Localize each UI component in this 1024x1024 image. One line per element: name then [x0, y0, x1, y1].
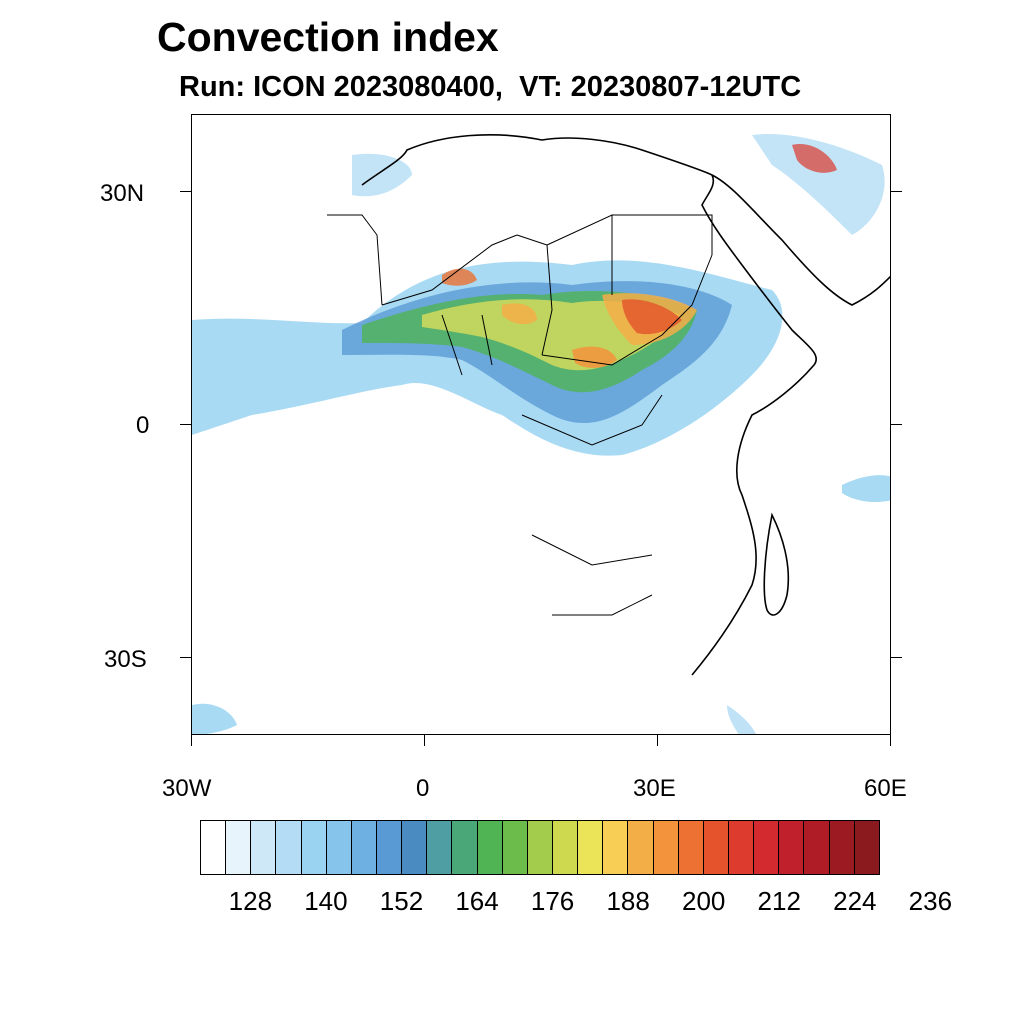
- colorbar-cell: [578, 821, 604, 874]
- colorbar-cell: [251, 821, 277, 874]
- colorbar-cell: [854, 821, 879, 874]
- map-panel: [191, 114, 891, 735]
- colorbar-cell: [804, 821, 830, 874]
- colorbar-label: 164: [455, 886, 499, 916]
- lon-label-0: 0: [416, 775, 430, 802]
- colorbar-cell: [226, 821, 252, 874]
- lat-tick-30n-right: [891, 191, 902, 192]
- colorbar-cell: [703, 821, 729, 874]
- colorbar: [200, 820, 880, 875]
- lon-tick-0: [424, 735, 425, 746]
- lat-tick-30s-right: [891, 657, 902, 658]
- colorbar-labels: 128 140 152 164 176 188 200 212 224 236: [0, 886, 1024, 916]
- colorbar-cell: [603, 821, 629, 874]
- lat-tick-0: [180, 424, 191, 425]
- lon-label-60e: 60E: [864, 775, 907, 802]
- colorbar-cell: [829, 821, 855, 874]
- colorbar-cell: [728, 821, 755, 874]
- colorbar-cell: [301, 821, 327, 874]
- lat-tick-0-right: [891, 424, 902, 425]
- coastlines: [361, 134, 890, 676]
- colorbar-label: 140: [304, 886, 348, 916]
- colorbar-label: 212: [757, 886, 801, 916]
- lat-tick-30n: [180, 191, 191, 192]
- colorbar-cell: [201, 821, 227, 874]
- colorbar-cell: [477, 821, 503, 874]
- colorbar-label: 200: [682, 886, 726, 916]
- lat-label-30n: 30N: [100, 180, 145, 207]
- colorbar-cell: [628, 821, 654, 874]
- chart-subtitle: Run: ICON 2023080400, VT: 20230807-12UTC: [179, 71, 802, 103]
- colorbar-cell: [452, 821, 478, 874]
- colorbar-label: 152: [379, 886, 424, 916]
- colorbar-cell: [326, 821, 352, 874]
- lat-label-0: 0: [136, 412, 150, 439]
- colorbar-cell: [502, 821, 528, 874]
- colorbar-cell: [402, 821, 428, 874]
- colorbar-cell: [754, 821, 780, 874]
- lon-tick-30e: [657, 735, 658, 746]
- country-borders: [327, 214, 713, 616]
- lon-label-30e: 30E: [633, 775, 676, 802]
- lat-tick-30s: [180, 657, 191, 658]
- colorbar-cell: [653, 821, 679, 874]
- colorbar-cell: [376, 821, 403, 874]
- colorbar-label: 224: [833, 886, 877, 916]
- colorbar-cell: [552, 821, 579, 874]
- map-svg: [192, 134, 890, 734]
- lon-label-30w: 30W: [162, 775, 212, 802]
- colorbar-cell: [427, 821, 453, 874]
- lon-tick-30w: [191, 735, 192, 746]
- colorbar-label: 176: [530, 886, 575, 916]
- convection-field: [192, 134, 890, 734]
- colorbar-cell: [527, 821, 553, 874]
- colorbar-cell: [678, 821, 704, 874]
- lat-label-30s: 30S: [104, 646, 147, 673]
- colorbar-label: 236: [908, 886, 953, 916]
- colorbar-label: 188: [606, 886, 650, 916]
- colorbar-cell: [351, 821, 377, 874]
- colorbar-label: 128: [228, 886, 273, 916]
- colorbar-cell: [276, 821, 302, 874]
- colorbar-cell: [779, 821, 805, 874]
- lon-tick-60e: [890, 735, 891, 746]
- chart-title: Convection index: [157, 14, 499, 60]
